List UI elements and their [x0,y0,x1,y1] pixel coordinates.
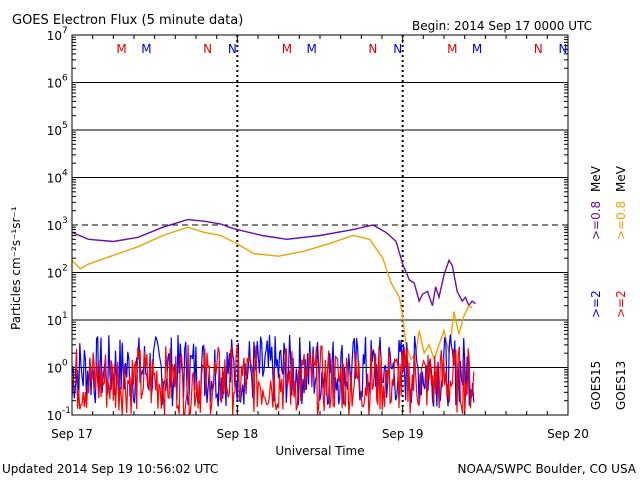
mn-marker: N [393,42,402,56]
y-tick-exponent: 4 [62,169,68,179]
series-line [71,218,476,308]
legend-low-energy: >=2 [614,290,628,318]
footer-updated: Updated 2014 Sep 19 10:56:02 UTC [2,462,218,476]
y-tick-label: 10 [47,172,62,186]
y-tick-label: 10 [47,409,62,423]
legend-unit: MeV [589,165,603,192]
mn-marker: M [447,42,457,56]
x-tick-label: Sep 19 [382,427,424,441]
begin-label: Begin: 2014 Sep 17 0000 UTC [412,19,592,33]
y-tick-exponent: 1 [62,311,68,321]
series-line [71,344,475,416]
series-line [71,226,473,362]
x-tick-label: Sep 17 [51,427,93,441]
y-tick-exponent: 2 [62,264,68,274]
mn-marker: M [307,42,317,56]
mn-marker: N [368,42,377,56]
x-axis: Sep 17 Sep 18 Sep 19 Sep 20 [51,35,589,441]
chart-title: GOES Electron Flux (5 minute data) [12,13,243,28]
mn-marker: N [534,42,543,56]
y-tick-label: 10 [47,314,62,328]
y-tick-exponent: 3 [62,216,68,226]
x-axis-title: Universal Time [275,444,364,458]
y-tick-exponent: -1 [62,406,71,416]
legend-low-energy: >=2 [589,290,603,318]
y-tick-label: 10 [47,219,62,233]
y-axis-title: Particles cm⁻²s⁻¹sr⁻¹ [9,206,23,330]
mn-marker: N [559,42,568,56]
footer-credit: NOAA/SWPC Boulder, CO USA [458,462,637,476]
legend-high-energy: >=0.8 [614,201,628,240]
y-tick-exponent: 7 [62,26,68,36]
legend-unit: MeV [614,165,628,192]
mn-marker: M [141,42,151,56]
x-tick-label: Sep 20 [547,427,589,441]
legend-high-energy: >=0.8 [589,201,603,240]
y-tick-exponent: 5 [62,121,68,131]
mn-marker: M [282,42,292,56]
y-tick-label: 10 [47,77,62,91]
y-tick-label: 10 [47,124,62,138]
plot-series [71,218,476,416]
y-tick-label: 10 [47,267,62,281]
legend: GOES15 >=2 >=0.8 MeV GOES13 >=2 >=0.8 MeV [589,165,628,410]
y-tick-label: 10 [47,29,62,43]
series-line [71,334,475,407]
legend-satellite: GOES13 [614,361,628,410]
legend-satellite: GOES15 [589,361,603,410]
mn-marker: N [203,42,212,56]
x-tick-label: Sep 18 [216,427,258,441]
y-tick-exponent: 6 [62,74,68,84]
mn-marker: M [116,42,126,56]
y-tick-label: 10 [47,362,62,376]
mn-marker: N [228,42,237,56]
y-tick-exponent: 0 [62,359,68,369]
mn-marker: M [472,42,482,56]
